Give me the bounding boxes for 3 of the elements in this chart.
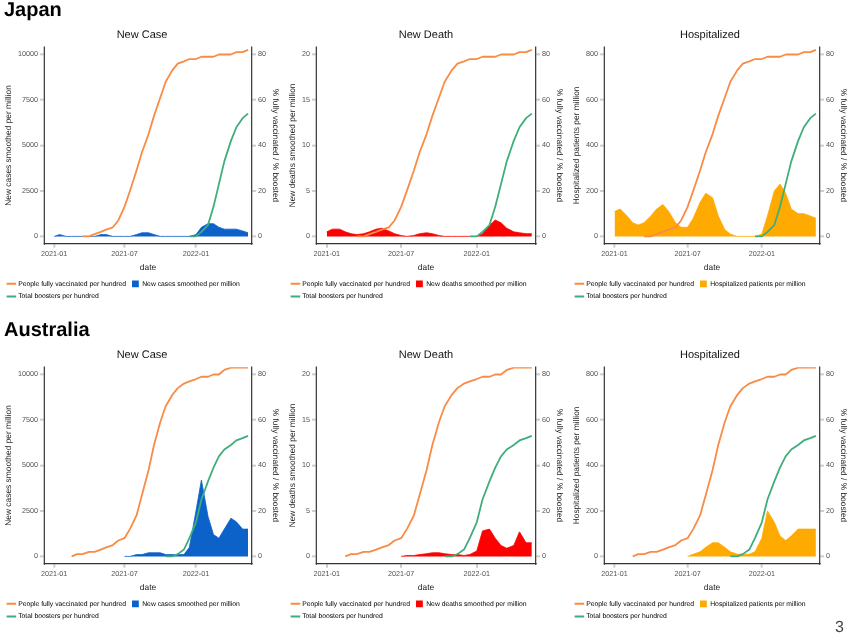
text: Australia [4, 320, 90, 342]
text: Japan [4, 0, 62, 22]
text: 3 [835, 618, 844, 636]
